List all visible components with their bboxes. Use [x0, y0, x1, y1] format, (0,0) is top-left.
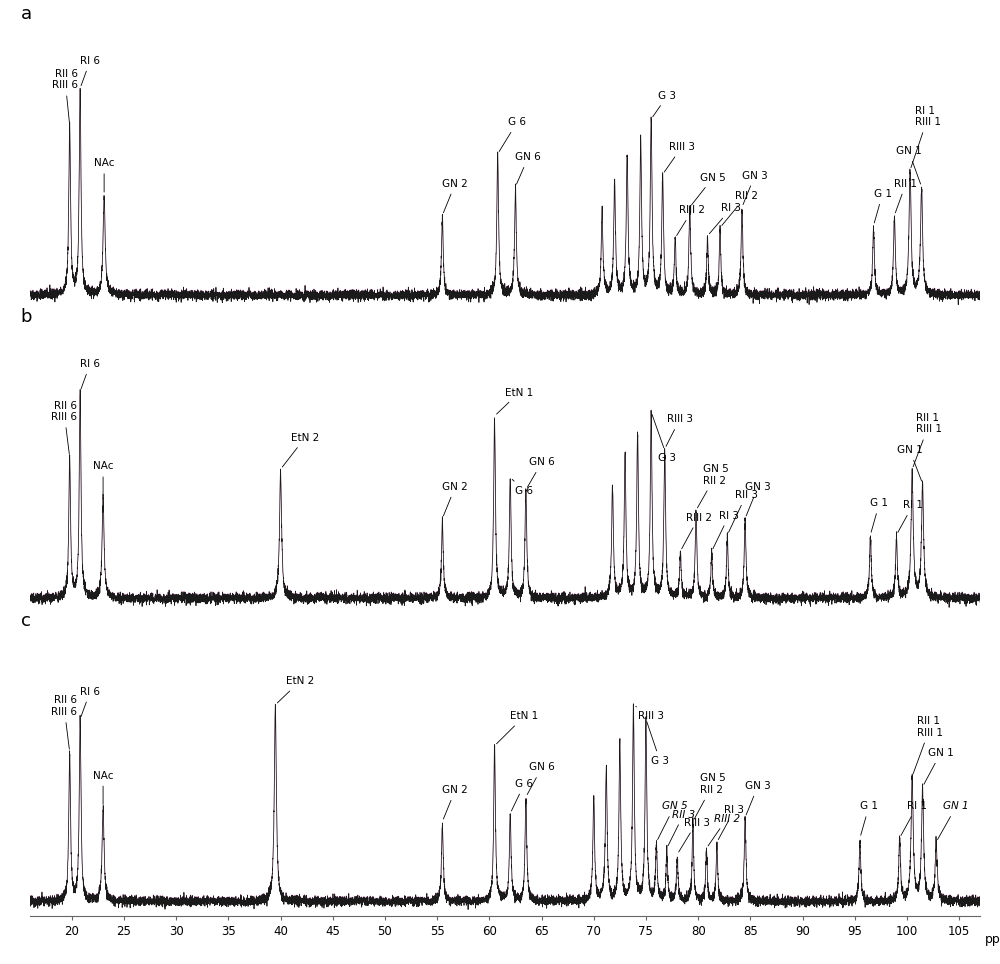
Text: RI 1: RI 1 — [898, 500, 923, 532]
Text: GN 6: GN 6 — [527, 457, 555, 488]
Text: GN 3: GN 3 — [742, 171, 768, 204]
Text: RIII 2: RIII 2 — [708, 814, 740, 845]
Text: ppm: ppm — [985, 932, 1000, 946]
Text: RIII 3: RIII 3 — [666, 415, 693, 446]
Text: GN 5: GN 5 — [658, 801, 687, 840]
Text: GN 6: GN 6 — [527, 763, 555, 794]
Text: RII 1
RIII 1: RII 1 RIII 1 — [913, 716, 943, 774]
Text: RI 1
RIII 1: RI 1 RIII 1 — [911, 106, 941, 168]
Text: RI 3: RI 3 — [709, 203, 741, 233]
Text: b: b — [20, 308, 32, 327]
Text: GN 5
RII 2: GN 5 RII 2 — [697, 464, 729, 508]
Text: NAc: NAc — [93, 462, 113, 495]
Text: a: a — [20, 6, 32, 23]
Text: NAc: NAc — [93, 770, 113, 804]
Text: RI 6: RI 6 — [80, 359, 100, 388]
Text: RII 6
RIII 6: RII 6 RIII 6 — [51, 401, 77, 454]
Text: RI 1: RI 1 — [901, 801, 927, 836]
Text: c: c — [20, 611, 30, 629]
Text: RI 6: RI 6 — [80, 686, 100, 716]
Text: G 1: G 1 — [870, 498, 888, 532]
Text: GN 3: GN 3 — [745, 482, 771, 516]
Text: G 3: G 3 — [652, 415, 676, 463]
Text: EtN 1: EtN 1 — [497, 711, 538, 744]
Text: NAc: NAc — [94, 158, 114, 192]
Text: GN 1: GN 1 — [924, 748, 954, 785]
Text: EtN 1: EtN 1 — [497, 388, 533, 415]
Text: GN 2: GN 2 — [442, 482, 468, 516]
Text: RII 2: RII 2 — [722, 191, 758, 226]
Text: GN 6: GN 6 — [515, 152, 541, 184]
Text: RII 1: RII 1 — [894, 178, 917, 213]
Text: G 3: G 3 — [647, 722, 669, 766]
Text: G 6: G 6 — [512, 479, 533, 495]
Text: GN 1: GN 1 — [896, 146, 922, 184]
Text: RI 6: RI 6 — [80, 56, 100, 86]
Text: GN 1: GN 1 — [897, 445, 923, 481]
Text: RIII 3: RIII 3 — [636, 707, 664, 721]
Text: GN 2: GN 2 — [442, 178, 468, 213]
Text: G 6: G 6 — [499, 118, 526, 151]
Text: G 6: G 6 — [511, 779, 533, 811]
Text: GN 5
RII 2: GN 5 RII 2 — [694, 773, 726, 819]
Text: G 3: G 3 — [653, 91, 676, 117]
Text: GN 3: GN 3 — [745, 781, 771, 815]
Text: GN 1: GN 1 — [938, 801, 969, 840]
Text: RII 3: RII 3 — [729, 490, 758, 532]
Text: EtN 2: EtN 2 — [282, 433, 319, 468]
Text: RI 3: RI 3 — [713, 511, 739, 549]
Text: GN 2: GN 2 — [442, 785, 468, 819]
Text: GN 5: GN 5 — [692, 173, 726, 205]
Text: RII 1
RIII 1: RII 1 RIII 1 — [913, 413, 942, 467]
Text: RIII 2: RIII 2 — [677, 205, 705, 235]
Text: RII 6
RIII 6: RII 6 RIII 6 — [52, 68, 78, 122]
Text: EtN 2: EtN 2 — [277, 677, 314, 703]
Text: G 1: G 1 — [860, 801, 878, 835]
Text: RIII 3: RIII 3 — [664, 142, 695, 173]
Text: RII 6
RIII 6: RII 6 RIII 6 — [51, 695, 77, 749]
Text: RII 3: RII 3 — [668, 810, 695, 845]
Text: RIII 2: RIII 2 — [682, 513, 712, 549]
Text: RIII 3: RIII 3 — [679, 817, 710, 852]
Text: G 1: G 1 — [874, 189, 892, 223]
Text: RI 3: RI 3 — [718, 805, 744, 840]
